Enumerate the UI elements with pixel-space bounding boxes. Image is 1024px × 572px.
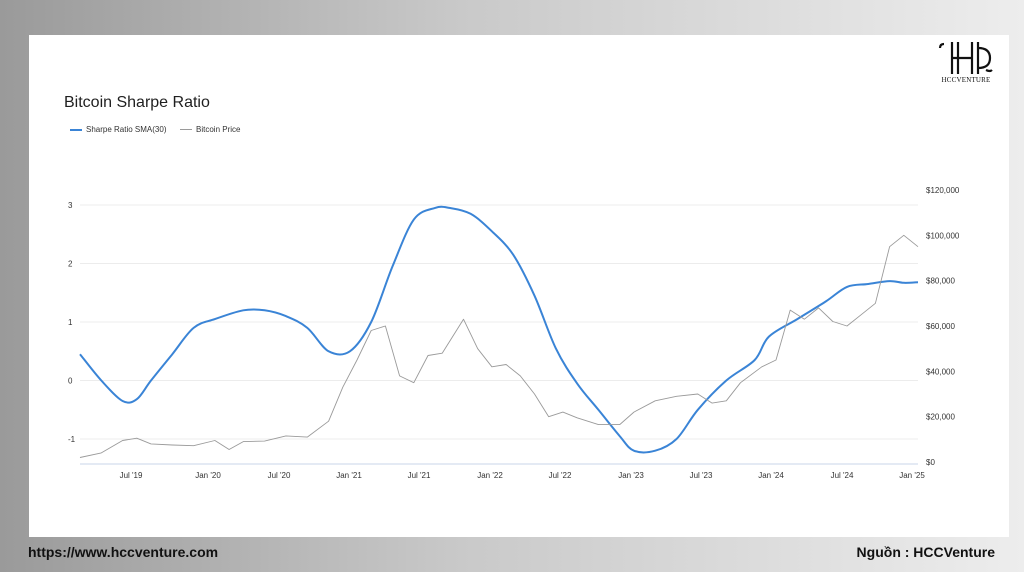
x-tick-label: Jan '21: [336, 471, 362, 480]
brand-logo-text: HCCVENTURE: [941, 76, 991, 84]
y-left-tick-label: -1: [68, 435, 76, 444]
x-tick-label: Jul '19: [120, 471, 143, 480]
y-right-tick-label: $0: [926, 458, 935, 467]
legend-swatch-price: [180, 129, 192, 131]
series-line-price: [79, 234, 919, 458]
y-right-tick-label: $100,000: [926, 231, 960, 240]
y-right-tick-label: $40,000: [926, 367, 955, 376]
x-tick-label: Jul '23: [690, 471, 713, 480]
x-tick-label: Jan '25: [899, 471, 925, 480]
series-line-sharpe: [79, 205, 919, 454]
footer-url[interactable]: https://www.hccventure.com: [28, 544, 219, 560]
legend-swatch-sharpe: [70, 128, 82, 131]
y-right-tick-label: $120,000: [926, 186, 960, 195]
legend-label-price: Bitcoin Price: [196, 125, 241, 134]
y-left-tick-label: 1: [68, 318, 73, 327]
x-tick-label: Jul '21: [408, 471, 431, 480]
y-left-tick-label: 2: [68, 260, 73, 269]
hp-monogram-icon: [938, 42, 993, 74]
x-tick-label: Jan '22: [477, 471, 503, 480]
y-right-tick-label: $60,000: [926, 322, 955, 331]
y-left-tick-label: 0: [68, 377, 73, 386]
footer-source: Nguồn : HCCVenture: [856, 544, 995, 560]
x-tick-label: Jul '24: [831, 471, 854, 480]
brand-logo: HCCVENTURE: [938, 40, 994, 88]
chart-title: Bitcoin Sharpe Ratio: [64, 94, 210, 111]
x-tick-label: Jan '23: [618, 471, 644, 480]
legend-item-sharpe[interactable]: Sharpe Ratio SMA(30): [70, 125, 166, 134]
x-tick-label: Jan '20: [195, 471, 221, 480]
y-right-tick-label: $80,000: [926, 277, 955, 286]
y-left-tick-label: 3: [68, 201, 73, 210]
legend-item-price[interactable]: Bitcoin Price: [180, 125, 240, 134]
y-right-tick-label: $20,000: [926, 413, 955, 422]
x-tick-label: Jul '22: [549, 471, 572, 480]
x-tick-label: Jul '20: [268, 471, 291, 480]
legend-label-sharpe: Sharpe Ratio SMA(30): [86, 125, 167, 134]
x-tick-label: Jan '24: [758, 471, 784, 480]
chart-card: [29, 35, 1009, 537]
